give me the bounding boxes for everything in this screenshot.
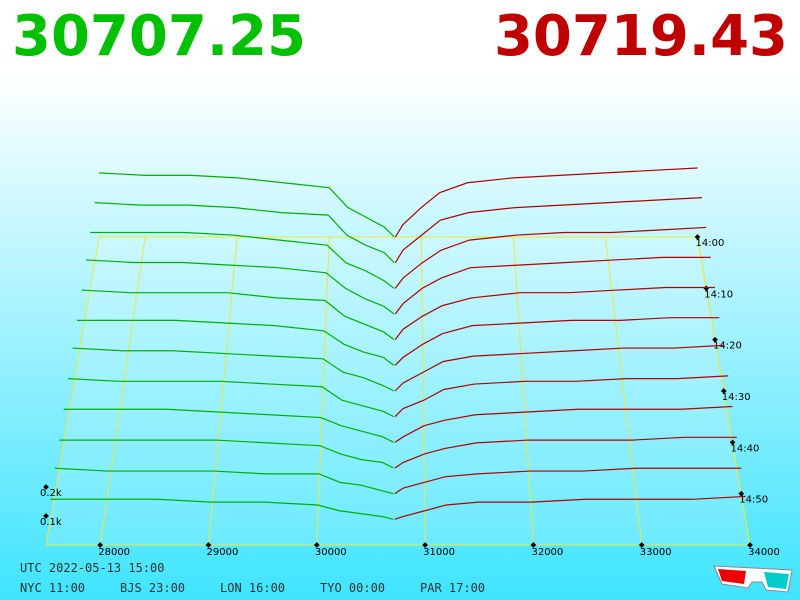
time-tick — [729, 439, 736, 446]
time-tick-label: 14:30 — [722, 392, 751, 403]
grid-line — [207, 236, 238, 546]
bid-depth-line — [68, 378, 395, 418]
time-tick-label: 14:50 — [739, 495, 768, 506]
ask-depth-line — [394, 226, 707, 289]
bid-depth-line — [94, 202, 395, 264]
bid-depth-line — [54, 467, 394, 495]
x-tick — [422, 542, 428, 548]
footer-city: BJS 23:00 — [120, 581, 185, 595]
volume-tick-label: 0.1k — [40, 517, 62, 528]
ask-depth-line — [394, 286, 715, 341]
x-tick-label: 30000 — [315, 547, 347, 558]
time-tick — [738, 490, 745, 497]
x-tick — [747, 542, 753, 548]
ask-price: 30719.43 — [494, 4, 788, 69]
grid-line — [604, 236, 643, 546]
ask-depth-line — [394, 256, 711, 315]
bid-depth-line — [59, 439, 394, 469]
bid-depth-line — [81, 289, 395, 341]
x-tick — [97, 542, 103, 548]
x-tick-label: 33000 — [640, 547, 672, 558]
footer-utc: UTC 2022-05-13 15:00 — [20, 561, 165, 575]
bid-depth-line — [99, 172, 395, 238]
x-tick-label: 34000 — [748, 547, 780, 558]
ask-depth-line — [394, 317, 720, 366]
grid-line — [512, 236, 534, 546]
ask-depth-line — [394, 167, 698, 238]
time-tick-label: 14:00 — [696, 238, 725, 249]
bid-price: 30707.25 — [12, 4, 306, 69]
ask-depth-line — [394, 495, 746, 520]
x-tick — [205, 542, 212, 548]
x-tick — [530, 542, 537, 548]
ask-depth-line — [394, 467, 742, 495]
grid-line — [316, 236, 330, 546]
time-tick — [712, 336, 718, 343]
x-tick — [313, 542, 320, 548]
time-tick — [720, 388, 727, 394]
time-tick-label: 14:20 — [713, 341, 742, 352]
bid-depth-line — [76, 319, 395, 366]
volume-tick-label: 0.2k — [40, 488, 62, 499]
footer-city: TYO 00:00 — [320, 581, 385, 595]
bid-depth-line — [63, 408, 394, 443]
ask-depth-line — [394, 405, 733, 443]
x-tick-label: 29000 — [207, 547, 239, 558]
ask-depth-line — [394, 344, 724, 392]
x-tick-label: 31000 — [423, 547, 455, 558]
bid-depth-line — [72, 347, 395, 392]
x-tick-label: 28000 — [98, 547, 130, 558]
ask-depth-line — [394, 375, 729, 418]
grid-line — [99, 236, 146, 546]
bid-depth-line — [85, 259, 395, 315]
volume-tick — [43, 513, 49, 519]
time-tick-label: 14:40 — [731, 443, 760, 454]
footer-city: NYC 11:00 — [20, 581, 85, 595]
bid-depth-line — [50, 498, 394, 520]
ask-depth-line — [394, 436, 737, 469]
time-tick — [694, 234, 701, 240]
bid-depth-line — [90, 231, 395, 289]
time-tick-label: 14:10 — [704, 289, 733, 300]
footer-city: LON 16:00 — [220, 581, 285, 595]
footer-city: PAR 17:00 — [420, 581, 485, 595]
ask-depth-line — [394, 197, 702, 263]
x-tick — [638, 542, 645, 548]
glasses-icon — [713, 565, 793, 593]
x-tick-label: 32000 — [531, 547, 563, 558]
